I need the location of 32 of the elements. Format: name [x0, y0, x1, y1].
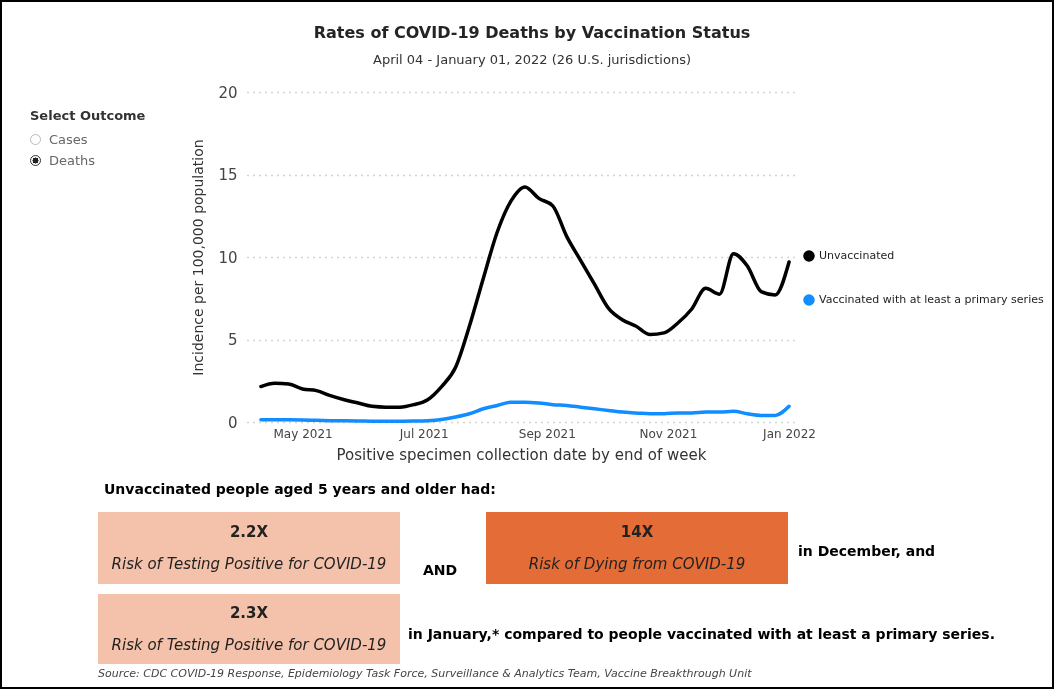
- text: in December, and: [798, 543, 936, 559]
- text: Risk of Testing Positive for COVID-19: [111, 555, 387, 573]
- text: 2.3X: [229, 604, 269, 622]
- text: Deaths: [49, 153, 96, 168]
- x-tick-label: Sep 2021: [518, 426, 576, 441]
- x-tick-label: Nov 2021: [639, 426, 698, 441]
- y-tick-label: 10: [218, 248, 238, 267]
- line-series: [259, 400, 791, 423]
- text: Risk of Testing Positive for COVID-19: [111, 636, 387, 654]
- y-tick-label: 20: [218, 83, 238, 102]
- text: 2.2X: [229, 523, 269, 541]
- text: Unvaccinated people aged 5 years and older had:: [104, 481, 496, 497]
- text: Select Outcome: [30, 108, 146, 123]
- text: Cases: [49, 132, 88, 147]
- y-tick-label: 5: [227, 331, 238, 349]
- x-tick-label: Jul 2021: [398, 426, 449, 441]
- text: AND: [423, 562, 458, 578]
- text: in January,* compared to people vaccinated with at least a primary series.: [408, 626, 995, 642]
- x-tick-label: Jan 2022: [762, 426, 816, 441]
- y-tick-label: 0: [227, 413, 238, 432]
- x-tick-label: May 2021: [273, 426, 333, 441]
- legend-label: Unvaccinated: [819, 249, 895, 262]
- text: 14X: [620, 523, 654, 541]
- chart-title: Rates of COVID-19 Deaths by Vaccination Status: [312, 23, 752, 42]
- y-axis-title: Incidence per 100,000 population: [190, 139, 207, 376]
- legend-label: Vaccinated with at least a primary series: [819, 293, 1044, 306]
- line-series: [259, 185, 791, 409]
- y-tick-label: 15: [218, 166, 238, 184]
- text: Risk of Dying from COVID-19: [528, 555, 746, 573]
- chart-subtitle: April 04 - January 01, 2022 (26 U.S. jurisdictions): [372, 52, 692, 67]
- source-note: Source: CDC COVID-19 Response, Epidemiology Task Force, Surveillance & Analytics Team, Vaccine Breakthrough Unit: [98, 667, 752, 680]
- x-axis-title: Positive specimen collection date by end of week: [336, 445, 707, 464]
